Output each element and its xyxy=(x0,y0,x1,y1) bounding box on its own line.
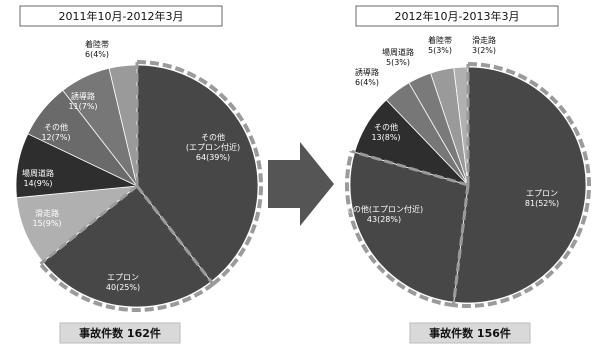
right-chart-title: 2012年10月-2013年3月 xyxy=(395,9,520,23)
slice-name-label: 誘導路 xyxy=(355,67,379,77)
emphasis-dashed-radius xyxy=(39,184,138,266)
slice-name-label: 場周道路 xyxy=(382,47,414,57)
right-title-box xyxy=(355,5,559,27)
right-total-box xyxy=(409,322,531,344)
emphasis-dashed-radius xyxy=(451,184,470,306)
slice-label: その他(エプロン付近) 64(39%) xyxy=(186,132,240,162)
slice-label: 着陸帯 6(4%) xyxy=(85,39,109,59)
emphasis-dashed-outline xyxy=(453,62,591,308)
slice-label: 誘導路 6(4%) xyxy=(355,67,379,87)
slice-name-label: その他 xyxy=(374,122,398,132)
slice-label: 着陸帯 5(3%) xyxy=(428,35,452,55)
slice-value-label: 43(28%) xyxy=(367,215,401,224)
slice-value-label: 5(3%) xyxy=(428,46,452,55)
slice-name-label: その他 xyxy=(201,132,225,142)
slice-label: その他 13(8%) xyxy=(371,122,400,142)
slice-name-label: その他(エプロン付近) xyxy=(345,204,423,214)
slice-value-label: 13(8%) xyxy=(371,133,400,142)
emphasis-dashed-radius xyxy=(351,149,469,187)
left-pie: その他(エプロン付近) 64(39%)エプロン 40(25%)滑走路 15(9%)場周… xyxy=(15,39,263,312)
slice-label: エプロン 40(25%) xyxy=(106,273,140,292)
slice-name-label: エプロン xyxy=(107,273,139,282)
emphasis-dashed-radius xyxy=(135,185,215,285)
emphasis-dashed-outline xyxy=(38,262,215,312)
slice-name-label: エプロン xyxy=(526,189,558,198)
slice-name-label: 着陸帯 xyxy=(428,35,452,45)
slice-other-apron-vicinity xyxy=(349,151,469,303)
slice-value-label: 11(7%) xyxy=(68,102,97,111)
slice-value-label: 14(9%) xyxy=(23,179,52,188)
slice-name-label: (エプロン付近) xyxy=(186,142,240,152)
emphasis-dashed-outline xyxy=(136,60,263,286)
slice-name-label: 着陸帯 xyxy=(85,39,109,49)
slice-name-label: 誘導路 xyxy=(71,91,95,101)
slice-value-label: 5(3%) xyxy=(386,58,410,67)
slice-value-label: 3(2%) xyxy=(472,46,496,55)
slice-value-label: 6(4%) xyxy=(355,78,379,87)
slice-value-label: 40(25%) xyxy=(106,283,140,292)
slice-other-apron-vicinity xyxy=(136,64,259,283)
slice-name-label: 場周道路 xyxy=(22,168,54,178)
slice-value-label: 15(9%) xyxy=(32,219,61,228)
slice-label: 場周道路 5(3%) xyxy=(382,47,414,67)
emphasis-dashed-outline xyxy=(345,150,454,308)
left-chart-title: 2011年10月-2012年3月 xyxy=(59,9,184,23)
slice-label: 滑走路 15(9%) xyxy=(32,208,61,228)
slice-name-label: 滑走路 xyxy=(35,208,59,218)
slice-apron xyxy=(453,66,587,304)
slice-value-label: 81(52%) xyxy=(525,199,559,208)
left-title-box xyxy=(19,5,223,27)
left-total-label: 事故件数 162件 xyxy=(79,326,161,340)
slice-label: 滑走路 3(2%) xyxy=(472,35,496,55)
arrow-icon xyxy=(268,142,334,226)
slice-name-label: 滑走路 xyxy=(472,35,496,45)
slice-value-label: 64(39%) xyxy=(196,153,230,162)
slice-label: 場周道路 14(9%) xyxy=(22,168,54,188)
slice-apron xyxy=(42,185,212,308)
slice-value-label: 6(4%) xyxy=(85,50,109,59)
slice-label: その他 12(7%) xyxy=(41,122,70,142)
left-total-box xyxy=(59,322,181,344)
right-total-label: 事故件数 156件 xyxy=(429,326,511,340)
slice-value-label: 12(7%) xyxy=(41,133,70,142)
right-pie: エプロン 81(52%) その他(エプロン付近) 43(28%) その他 13(8%) 誘導… xyxy=(345,35,591,308)
slice-label: その他(エプロン付近) 43(28%) xyxy=(345,204,423,224)
slice-name-label: その他 xyxy=(44,122,68,132)
slice-label: エプロン 81(52%) xyxy=(525,189,559,208)
slice-label: 誘導路 11(7%) xyxy=(68,91,97,111)
